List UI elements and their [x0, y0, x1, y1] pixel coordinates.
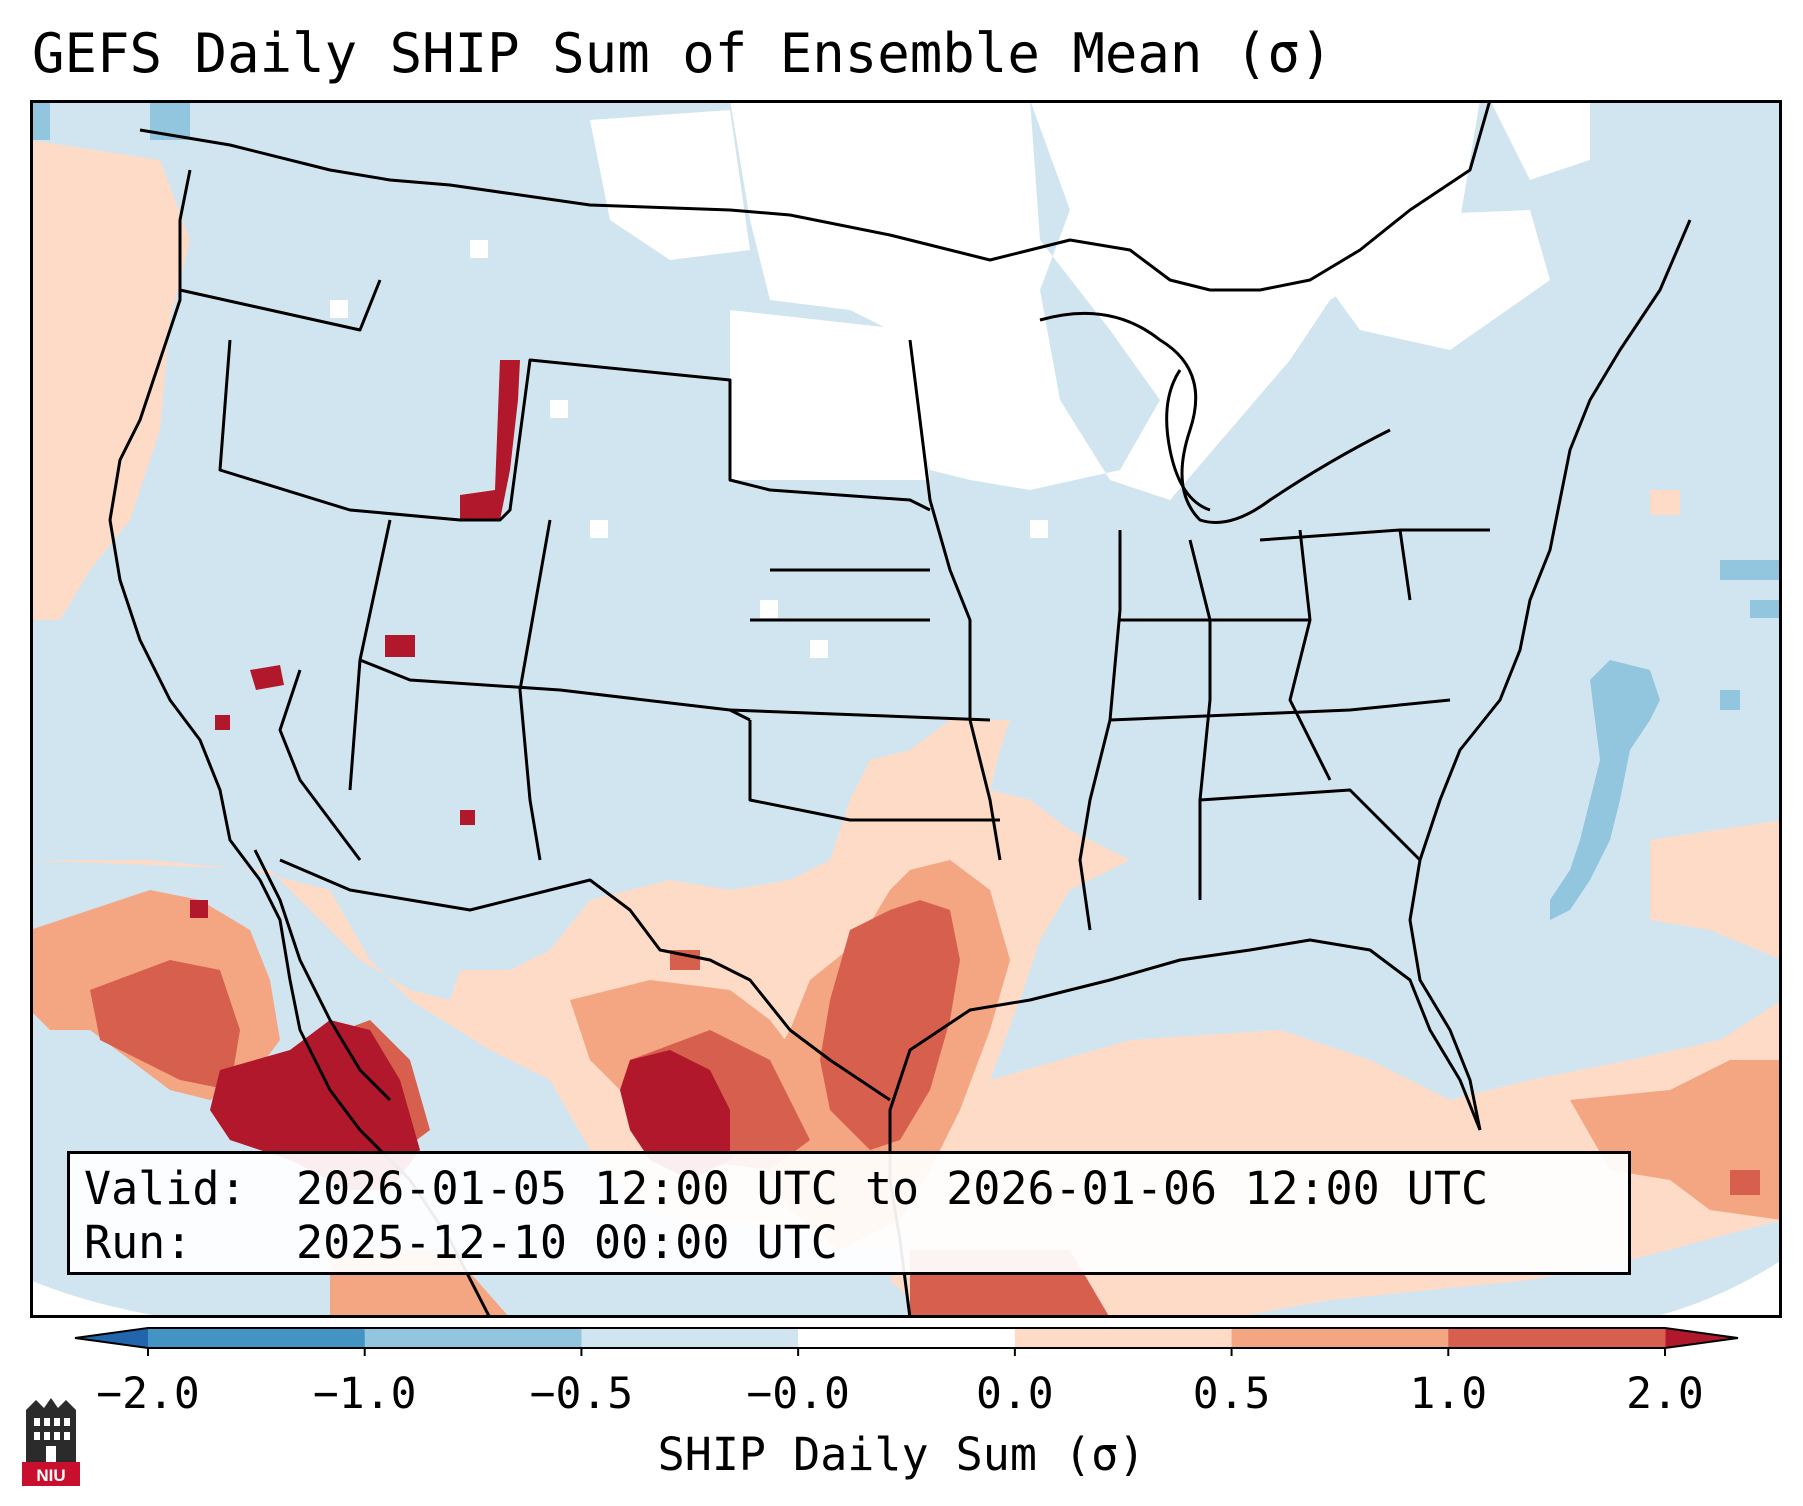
colorbar-bin	[148, 1328, 366, 1348]
colorbar-bin	[1014, 1328, 1233, 1348]
colorbar: −2.0 −1.0 −0.5 −0.0 0.0 0.5 1.0 2.0	[74, 1327, 1739, 1419]
colorbar-tick-label: −0.5	[530, 1369, 634, 1419]
colorbar-tick-label: 0.5	[1193, 1369, 1271, 1419]
canada-border	[139, 100, 1492, 292]
positive-anomaly-extreme	[190, 360, 730, 1190]
ship-anomaly-map	[30, 100, 1782, 1318]
projection-corner-right	[1650, 1260, 1782, 1318]
niu-tower-logo-icon: NIU	[22, 1398, 80, 1486]
projection-corner-left	[30, 1280, 170, 1318]
colorbar-bin	[1448, 1328, 1666, 1348]
florida-gulf	[888, 938, 1482, 1318]
colorbar-extend-low	[75, 1328, 148, 1348]
colorbar-tick-label: −1.0	[313, 1369, 417, 1419]
colorbar-bin	[364, 1328, 582, 1348]
east-coast	[1408, 219, 1692, 1131]
neutral-regions	[330, 100, 1590, 658]
valid-line: Valid: 2026-01-05 12:00 UTC to 2026-01-06…	[84, 1162, 1628, 1216]
colorbar-bin	[798, 1328, 1016, 1348]
colorbar-tick-label: 2.0	[1626, 1369, 1704, 1419]
logo-text: NIU	[36, 1466, 65, 1485]
valid-label: Valid:	[84, 1162, 247, 1215]
negative-anomaly-patches	[30, 100, 1782, 920]
colorbar-tick-label: −0.0	[746, 1369, 850, 1419]
state-lines-central	[728, 339, 1490, 931]
mexico-border	[279, 858, 891, 1102]
colorbar-bin	[581, 1328, 799, 1348]
west-coast	[108, 169, 492, 1318]
great-lakes	[1039, 311, 1391, 524]
map-frame	[30, 100, 1782, 1318]
colorbar-extend-high	[1665, 1328, 1738, 1348]
map-title: GEFS Daily SHIP Sum of Ensemble Mean (σ)	[32, 22, 1333, 85]
colorbar-bin	[1231, 1328, 1449, 1348]
valid-value: 2026-01-05 12:00 UTC to 2026-01-06 12:00…	[296, 1162, 1489, 1215]
coastlines-and-borders	[108, 100, 1692, 1318]
colorbar-tick-label: −2.0	[96, 1369, 200, 1419]
validity-info-box: Valid: 2026-01-05 12:00 UTC to 2026-01-06…	[67, 1151, 1631, 1275]
state-lines-west	[179, 279, 931, 861]
colorbar-tick-label: 1.0	[1409, 1369, 1487, 1419]
baja-california	[253, 849, 392, 1102]
colorbar-tick-label: 0.0	[976, 1369, 1054, 1419]
run-label: Run:	[84, 1216, 193, 1269]
colorbar-label: SHIP Daily Sum (σ)	[657, 1428, 1146, 1481]
lake-michigan	[1165, 369, 1211, 512]
run-line: Run: 2025-12-10 00:00 UTC	[84, 1216, 1628, 1270]
run-value: 2025-12-10 00:00 UTC	[296, 1216, 838, 1269]
